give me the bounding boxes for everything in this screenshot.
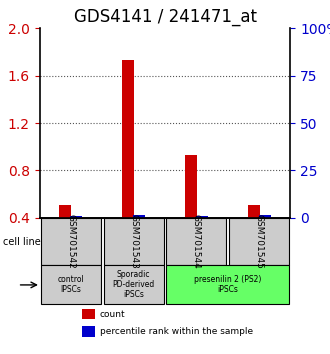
Bar xyxy=(196,216,208,218)
FancyBboxPatch shape xyxy=(41,265,101,304)
FancyBboxPatch shape xyxy=(104,218,164,265)
Bar xyxy=(185,155,197,218)
Bar xyxy=(59,205,72,218)
Text: percentile rank within the sample: percentile rank within the sample xyxy=(100,327,253,336)
Text: presenilin 2 (PS2)
iPSCs: presenilin 2 (PS2) iPSCs xyxy=(194,275,261,294)
FancyBboxPatch shape xyxy=(166,218,226,265)
FancyBboxPatch shape xyxy=(104,265,164,304)
Text: cell line: cell line xyxy=(3,238,41,247)
Bar xyxy=(82,326,95,337)
FancyBboxPatch shape xyxy=(229,218,289,265)
Bar xyxy=(82,309,95,319)
Bar xyxy=(258,215,271,218)
Text: control
IPSCs: control IPSCs xyxy=(57,275,84,294)
Text: GSM701544: GSM701544 xyxy=(192,214,201,269)
Text: GSM701545: GSM701545 xyxy=(254,214,264,269)
FancyBboxPatch shape xyxy=(166,265,289,304)
Bar xyxy=(248,205,260,218)
Title: GDS4141 / 241471_at: GDS4141 / 241471_at xyxy=(74,8,256,25)
Text: count: count xyxy=(100,310,125,319)
Text: GSM701543: GSM701543 xyxy=(129,214,138,269)
Text: Sporadic
PD-derived
iPSCs: Sporadic PD-derived iPSCs xyxy=(113,270,155,299)
Bar xyxy=(70,216,82,218)
Text: GSM701542: GSM701542 xyxy=(66,214,76,269)
Bar xyxy=(133,215,145,218)
Bar xyxy=(122,60,134,218)
FancyBboxPatch shape xyxy=(41,218,101,265)
